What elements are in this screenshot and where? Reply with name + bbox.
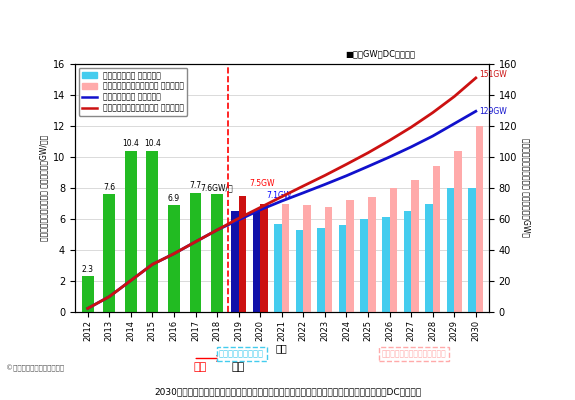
Bar (389, 188, 397, 312)
Bar (447, 188, 454, 312)
Text: 10.4: 10.4 (144, 140, 161, 148)
Bar (425, 204, 432, 312)
Text: 【導入・技術開発加速ケース】: 【導入・技術開発加速ケース】 (382, 350, 446, 358)
Bar (368, 197, 375, 312)
Bar (260, 204, 268, 312)
Bar (82, 276, 94, 312)
Text: 6.9: 6.9 (168, 194, 180, 203)
Bar (325, 207, 332, 312)
Text: 【現状成長ケース】: 【現状成長ケース】 (219, 350, 264, 358)
Bar (382, 218, 389, 312)
Text: 129GW: 129GW (479, 107, 507, 116)
Text: ©株式会社資源結合システム: ©株式会社資源結合システム (6, 365, 64, 372)
X-axis label: 年度: 年度 (276, 344, 288, 354)
Text: 10.4: 10.4 (122, 140, 139, 148)
Bar (296, 230, 304, 312)
Bar (274, 224, 282, 312)
Bar (239, 196, 246, 312)
Bar (454, 151, 462, 312)
Bar (282, 204, 289, 312)
Bar (125, 151, 137, 312)
Bar (168, 205, 180, 312)
Y-axis label: 国内太陽光発電システム 累積導入量（GW）: 国内太陽光発電システム 累積導入量（GW） (522, 138, 531, 238)
Bar (252, 211, 260, 312)
Bar (211, 194, 223, 312)
Text: 7.6GW/年: 7.6GW/年 (201, 183, 233, 192)
Text: 151GW: 151GW (479, 70, 507, 79)
Bar (190, 193, 201, 312)
Text: 7.6: 7.6 (103, 183, 116, 192)
Bar (468, 188, 476, 312)
Y-axis label: 国内太陽光発電システム 年間導入量（GW/年）: 国内太陽光発電システム 年間導入量（GW/年） (40, 135, 48, 241)
Text: 7.1GW: 7.1GW (267, 191, 292, 200)
Text: 実績: 実績 (193, 362, 206, 372)
Bar (104, 194, 115, 312)
Bar (304, 205, 311, 312)
Bar (231, 211, 239, 312)
Bar (147, 151, 158, 312)
Bar (361, 219, 368, 312)
Text: ■位：GW（DCベース）: ■位：GW（DCベース） (345, 49, 415, 58)
Bar (317, 228, 325, 312)
Text: 2030年度までの年間および累積導入量の予測結果（現状成長／導入・技術開発加速ケース、DCベース）: 2030年度までの年間および累積導入量の予測結果（現状成長／導入・技術開発加速ケ… (154, 387, 421, 396)
Bar (404, 211, 411, 312)
Text: 7.7: 7.7 (189, 181, 202, 190)
Text: 2.3: 2.3 (82, 265, 94, 274)
Text: 予測: 予測 (232, 362, 246, 372)
Bar (411, 180, 419, 312)
Bar (432, 166, 440, 312)
Legend: 現状成長ケース 年間導入量, 導入・技術開発加速ケース 年間導入量, 現状成長ケース 累積導入量, 導入・技術開発加速ケース 累積導入量: 現状成長ケース 年間導入量, 導入・技術開発加速ケース 年間導入量, 現状成長ケ… (79, 68, 187, 116)
Bar (339, 225, 346, 312)
Text: 7.5GW: 7.5GW (250, 179, 275, 188)
Bar (476, 126, 484, 312)
Bar (346, 200, 354, 312)
